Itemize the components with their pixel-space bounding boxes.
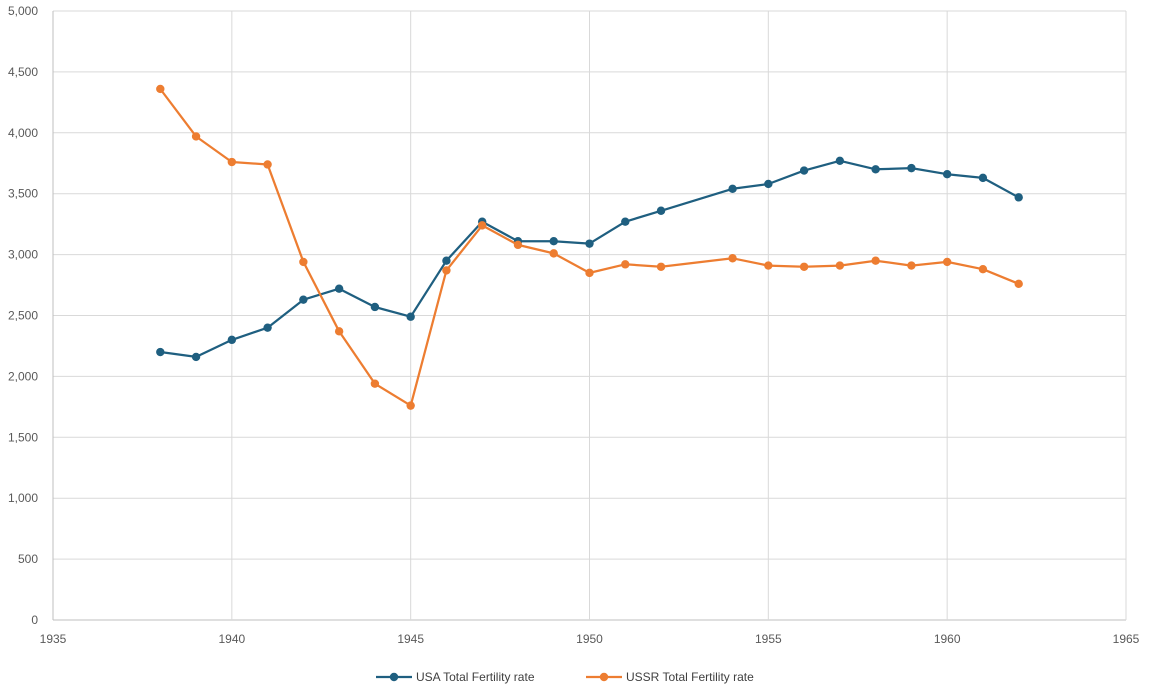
y-tick-label: 3,000 xyxy=(8,248,38,262)
data-point-ussr xyxy=(1014,279,1023,289)
series-ussr xyxy=(156,84,1023,410)
data-point-usa xyxy=(621,217,630,226)
x-tick-label: 1945 xyxy=(397,632,424,646)
data-point-ussr xyxy=(907,261,916,270)
data-point-ussr xyxy=(621,260,630,269)
data-point-usa xyxy=(871,165,880,174)
axis-tick-labels: 0 500 1,000 1,500 2,000 2,500 3,000 3,500 4,000 4… xyxy=(8,4,1140,646)
data-point-ussr xyxy=(728,254,737,263)
data-point-usa xyxy=(370,302,380,312)
data-point-usa xyxy=(728,184,737,194)
data-point-ussr xyxy=(334,327,344,336)
data-point-usa xyxy=(263,323,272,332)
data-point-ussr xyxy=(585,268,594,278)
data-point-ussr xyxy=(764,261,773,270)
data-point-usa xyxy=(299,295,308,304)
data-point-usa xyxy=(585,239,594,248)
y-tick-label: 2,500 xyxy=(8,309,38,323)
data-point-ussr xyxy=(942,257,952,267)
series-line-usa xyxy=(159,159,1020,359)
data-point-usa xyxy=(227,335,237,345)
legend[interactable]: USA Total Fertility rate USSR Total Ferti… xyxy=(376,670,754,684)
data-point-ussr xyxy=(478,221,487,230)
data-point-ussr xyxy=(549,249,558,258)
data-point-ussr xyxy=(871,256,880,265)
data-point-usa xyxy=(156,347,165,357)
data-point-usa xyxy=(764,179,773,189)
data-point-ussr xyxy=(263,160,272,169)
legend-swatch-marker xyxy=(599,672,609,682)
y-tick-label: 3,500 xyxy=(8,187,38,201)
data-point-ussr xyxy=(191,132,201,141)
series-layer xyxy=(156,84,1023,410)
x-tick-label: 1940 xyxy=(218,632,245,646)
y-tick-label: 1,500 xyxy=(8,430,38,444)
x-tick-label: 1955 xyxy=(755,632,782,646)
data-point-ussr xyxy=(406,401,415,410)
legend-label: USSR Total Fertility rate xyxy=(626,670,754,684)
data-point-usa xyxy=(1014,193,1023,202)
y-tick-label: 4,000 xyxy=(8,126,38,140)
y-tick-label: 4,500 xyxy=(8,65,38,79)
data-point-usa xyxy=(406,312,415,321)
x-tick-label: 1950 xyxy=(576,632,603,646)
data-point-usa xyxy=(191,352,201,362)
legend-item-ussr[interactable]: USSR Total Fertility rate xyxy=(586,670,754,684)
legend-item-usa[interactable]: USA Total Fertility rate xyxy=(376,670,535,684)
data-point-ussr xyxy=(978,265,988,274)
data-point-usa xyxy=(942,170,952,179)
y-tick-label: 1,000 xyxy=(8,491,38,505)
data-point-usa xyxy=(656,206,666,215)
data-point-ussr xyxy=(370,379,380,388)
x-tick-label: 1965 xyxy=(1113,632,1140,646)
data-point-ussr xyxy=(799,262,809,271)
data-point-ussr xyxy=(299,257,308,267)
data-point-usa xyxy=(799,166,809,175)
data-point-usa xyxy=(442,256,451,265)
y-tick-label: 0 xyxy=(31,613,38,627)
data-point-ussr xyxy=(156,84,165,94)
data-point-usa xyxy=(835,156,845,166)
data-point-usa xyxy=(907,163,916,173)
data-point-ussr xyxy=(835,261,845,270)
y-tick-label: 2,000 xyxy=(8,369,38,383)
data-point-ussr xyxy=(227,157,237,167)
data-point-ussr xyxy=(513,240,523,250)
data-point-usa xyxy=(334,284,344,293)
legend-label: USA Total Fertility rate xyxy=(416,670,535,684)
series-line-ussr xyxy=(159,87,1020,407)
x-tick-label: 1960 xyxy=(934,632,961,646)
data-point-ussr xyxy=(656,262,666,271)
y-tick-label: 5,000 xyxy=(8,4,38,18)
y-tick-label: 500 xyxy=(18,552,38,566)
gridlines xyxy=(52,10,1127,621)
x-tick-label: 1935 xyxy=(40,632,67,646)
data-point-usa xyxy=(549,237,558,246)
data-point-usa xyxy=(978,173,988,183)
series-usa xyxy=(156,156,1023,362)
legend-swatch-marker xyxy=(389,672,399,682)
data-point-ussr xyxy=(442,266,451,275)
